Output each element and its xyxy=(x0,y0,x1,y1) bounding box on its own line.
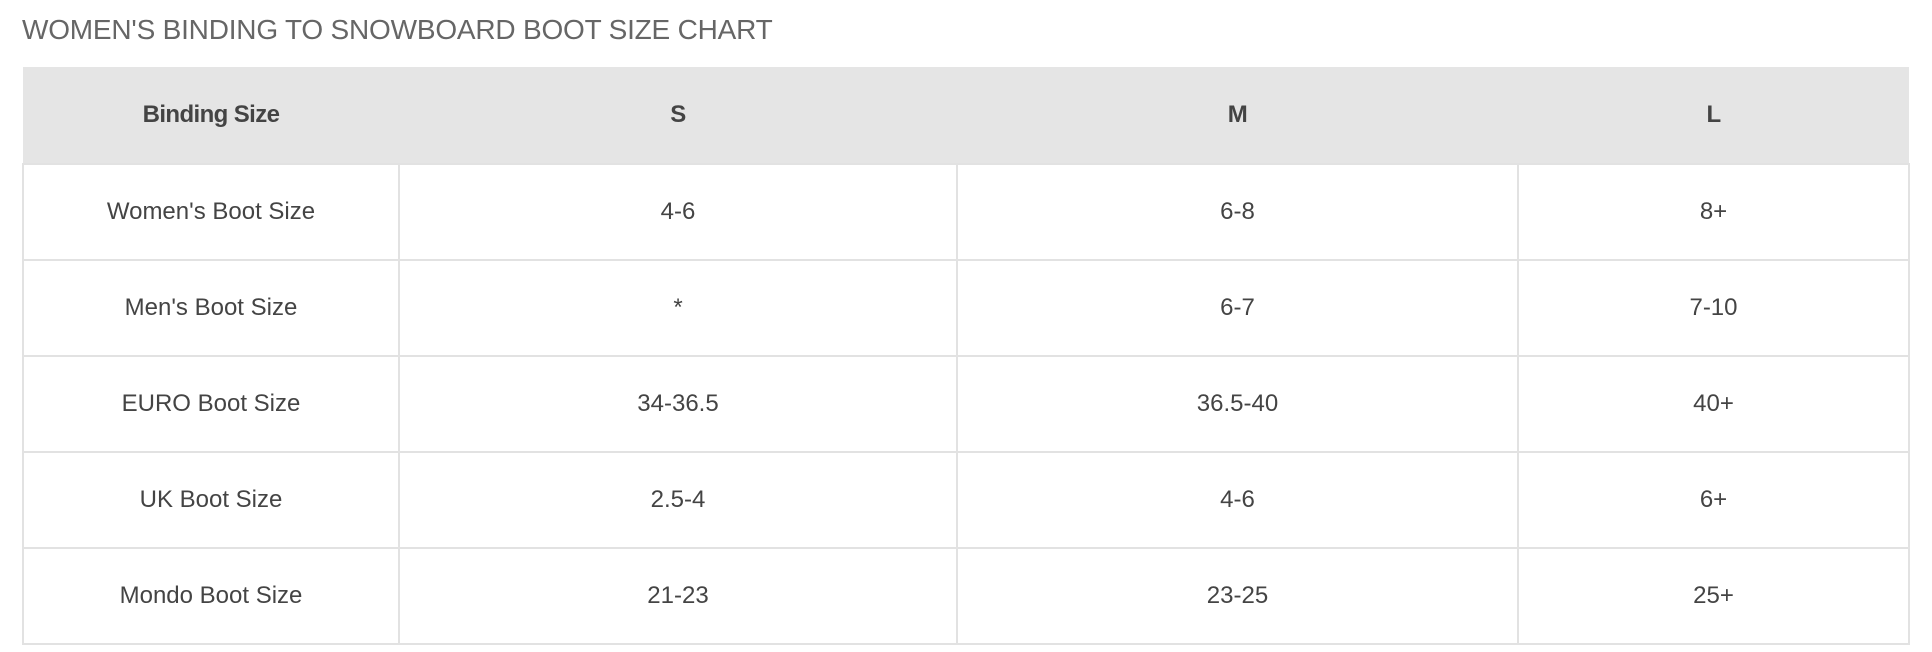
table-row: Mondo Boot Size 21-23 23-25 25+ xyxy=(22,547,1910,645)
header-m: M xyxy=(957,67,1518,164)
cell-s: 4-6 xyxy=(398,163,958,261)
row-label: UK Boot Size xyxy=(22,451,400,549)
table-row: Men's Boot Size * 6-7 7-10 xyxy=(22,259,1910,357)
cell-m: 23-25 xyxy=(956,547,1519,645)
row-label: Mondo Boot Size xyxy=(22,547,400,645)
table-row: Women's Boot Size 4-6 6-8 8+ xyxy=(22,163,1910,261)
cell-m: 4-6 xyxy=(956,451,1519,549)
cell-s: 34-36.5 xyxy=(398,355,958,453)
table-row: UK Boot Size 2.5-4 4-6 6+ xyxy=(22,451,1910,549)
cell-m: 6-7 xyxy=(956,259,1519,357)
cell-s: * xyxy=(398,259,958,357)
cell-l: 8+ xyxy=(1517,163,1910,261)
cell-l: 25+ xyxy=(1517,547,1910,645)
header-s: S xyxy=(399,67,957,164)
chart-title: WOMEN'S BINDING TO SNOWBOARD BOOT SIZE C… xyxy=(22,14,773,45)
row-label: Men's Boot Size xyxy=(22,259,400,357)
row-label: EURO Boot Size xyxy=(22,355,400,453)
cell-s: 21-23 xyxy=(398,547,958,645)
cell-m: 36.5-40 xyxy=(956,355,1519,453)
header-row: Binding Size S M L xyxy=(23,67,1909,164)
cell-l: 40+ xyxy=(1517,355,1910,453)
cell-l: 6+ xyxy=(1517,451,1910,549)
cell-m: 6-8 xyxy=(956,163,1519,261)
header-l: L xyxy=(1518,67,1909,164)
table-row: EURO Boot Size 34-36.5 36.5-40 40+ xyxy=(22,355,1910,453)
size-chart-table: Binding Size S M L Women's Boot Size 4-6… xyxy=(22,67,1910,645)
cell-l: 7-10 xyxy=(1517,259,1910,357)
header-binding-size: Binding Size xyxy=(23,67,399,164)
row-label: Women's Boot Size xyxy=(22,163,400,261)
cell-s: 2.5-4 xyxy=(398,451,958,549)
